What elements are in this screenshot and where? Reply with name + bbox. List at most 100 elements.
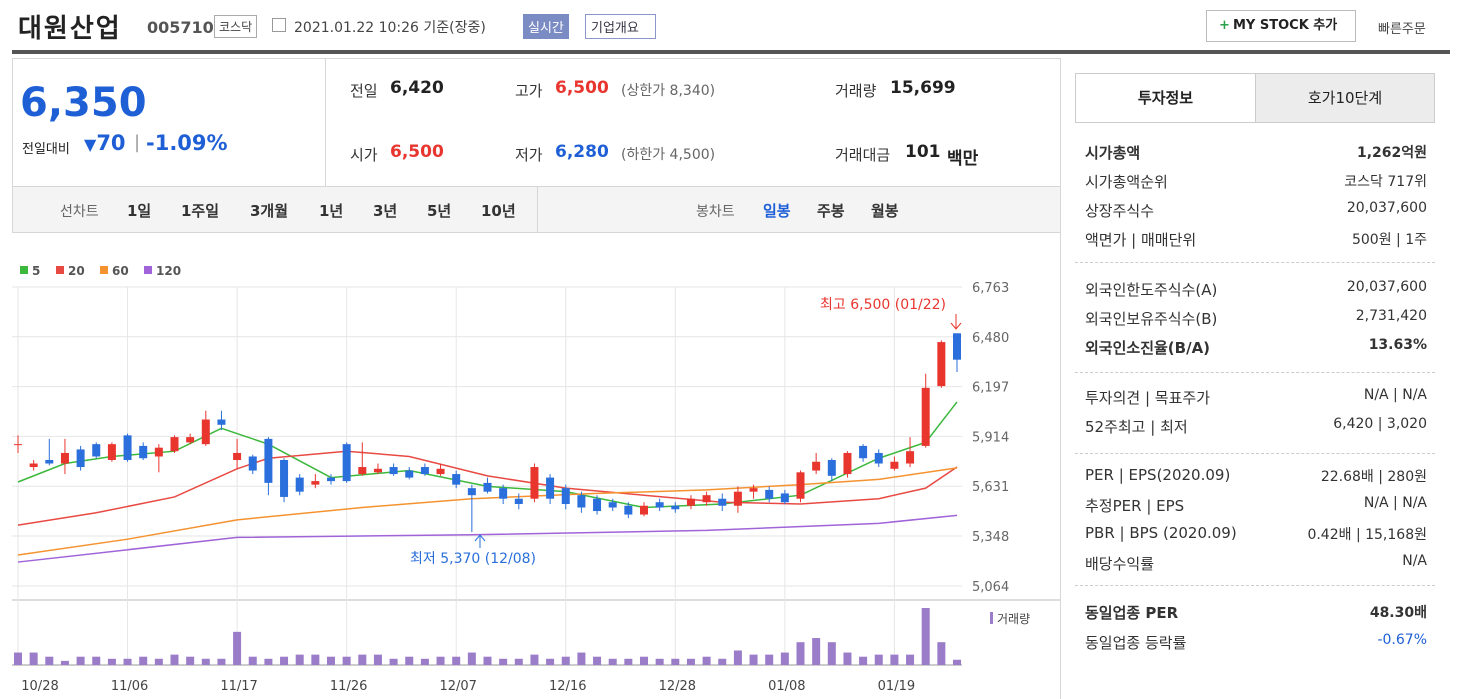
candle-body — [780, 493, 789, 503]
volume-bar — [733, 650, 742, 665]
ma-line — [17, 514, 958, 563]
candle-body — [139, 445, 148, 459]
volume-bar — [859, 656, 868, 665]
company-info-button[interactable]: 기업개요 — [585, 14, 656, 39]
y-tick-label: 6,763 — [972, 281, 1009, 296]
change-label: 전일대비 — [22, 142, 70, 157]
stat-sub: (상한가 8,340) — [621, 83, 716, 99]
period-option[interactable]: 월봉 — [871, 202, 899, 220]
x-tick-label: 12/16 — [549, 679, 586, 694]
info-label: 상장주식수 — [1085, 202, 1155, 220]
candle-body — [14, 444, 22, 446]
stat-label: 전일 — [350, 82, 378, 100]
volume-bar — [921, 608, 930, 665]
candle-body — [154, 447, 163, 457]
volume-bar — [107, 658, 116, 665]
tab[interactable]: 호가10단계 — [1307, 89, 1383, 107]
candle-body — [248, 456, 257, 471]
volume-bar — [170, 654, 179, 665]
info-label: 52주최고 | 최저 — [1085, 418, 1188, 436]
y-tick-label: 6,480 — [972, 331, 1009, 346]
annotation-high: 최고 6,500 (01/22) — [820, 297, 946, 313]
y-tick-label: 5,914 — [972, 430, 1009, 445]
volume-bar — [264, 658, 273, 665]
candle-body — [123, 435, 132, 460]
info-value: 0.42배 | 15,168원 — [1307, 527, 1427, 543]
candle-body — [953, 333, 961, 360]
candle-body — [264, 438, 273, 483]
period-option[interactable]: 일봉 — [763, 202, 791, 220]
period-label: 선차트 — [60, 204, 99, 220]
legend-label: 60 — [112, 264, 129, 278]
volume-bar — [514, 658, 523, 665]
volume-bar — [452, 656, 461, 665]
candle-body — [874, 452, 883, 464]
period-option[interactable]: 1년 — [319, 202, 344, 220]
volume-bar — [45, 656, 54, 665]
period-option[interactable]: 주봉 — [817, 202, 845, 220]
stat-value: 6,500 — [390, 142, 444, 162]
period-option[interactable]: 5년 — [427, 202, 452, 220]
chart: 5,064 5,348 5,631 5,914 6,197 6,480 6,763 10/28… — [12, 264, 1060, 694]
volume-bar — [342, 656, 351, 665]
info-label: PBR | BPS (2020.09) — [1085, 524, 1237, 542]
candle-body — [577, 495, 586, 508]
x-tick-label: 11/06 — [111, 679, 148, 694]
period-option[interactable]: 1주일 — [181, 202, 220, 220]
tab[interactable]: 투자정보 — [1076, 74, 1256, 122]
realtime-button[interactable]: 실시간 — [523, 14, 569, 39]
candle-body — [546, 477, 555, 499]
stat-label: 고가 — [515, 82, 543, 100]
volume-bar — [671, 658, 680, 665]
candle-body — [452, 474, 461, 485]
arrow — [474, 534, 486, 548]
candle-body — [593, 498, 602, 512]
volume-bar — [217, 658, 226, 665]
volume-bar — [295, 654, 304, 665]
volume-bar — [702, 656, 711, 665]
candle-body — [311, 481, 320, 485]
info-label: 동일업종 등락률 — [1085, 634, 1187, 652]
candle-body — [217, 419, 226, 425]
stat-value: 15,699 — [890, 78, 956, 98]
candle-body — [467, 488, 476, 496]
candle-body — [405, 470, 414, 478]
y-tick-label: 5,348 — [972, 530, 1009, 545]
candle-body — [640, 505, 648, 515]
volume-bar — [358, 654, 367, 665]
volume-bar — [827, 642, 836, 665]
x-tick-label: 01/19 — [878, 679, 915, 694]
candle-body — [76, 449, 85, 468]
volume-bar — [154, 658, 163, 665]
period-option[interactable]: 10년 — [481, 202, 516, 220]
period-option[interactable]: 3년 — [373, 202, 398, 220]
volume-bar — [749, 654, 758, 665]
stat-sub: (하한가 4,500) — [621, 147, 716, 163]
volume-bar — [718, 658, 727, 665]
volume-bar — [60, 660, 69, 665]
volume-bar — [765, 654, 774, 665]
info-label: 시가총액 — [1085, 144, 1141, 162]
candle-body — [373, 468, 382, 473]
stat-value: 6,280 — [555, 142, 609, 162]
info-value: N/A | N/A — [1363, 495, 1427, 511]
candle-body — [514, 498, 523, 504]
stat-value: 6,500 — [555, 78, 609, 98]
annotation-low: 최저 5,370 (12/08) — [410, 551, 536, 567]
info-value: 13.63% — [1368, 337, 1427, 353]
stat-label: 시가 — [350, 146, 378, 164]
period-option[interactable]: 1일 — [127, 202, 152, 220]
candle-body — [342, 444, 351, 482]
candle-body — [921, 387, 930, 446]
volume-bar — [92, 656, 101, 665]
volume-bar — [29, 652, 38, 665]
legend-swatch — [990, 612, 993, 624]
volume-bar — [76, 656, 85, 665]
candle-body — [812, 461, 821, 471]
stock-code: 005710 — [147, 18, 214, 37]
volume-bar — [953, 659, 961, 665]
mystock-button[interactable]: + MY STOCK 추가 — [1206, 10, 1356, 42]
period-option[interactable]: 3개월 — [250, 202, 289, 220]
quick-order[interactable]: 빠른주문 — [1378, 22, 1426, 37]
candle-body — [906, 451, 915, 464]
